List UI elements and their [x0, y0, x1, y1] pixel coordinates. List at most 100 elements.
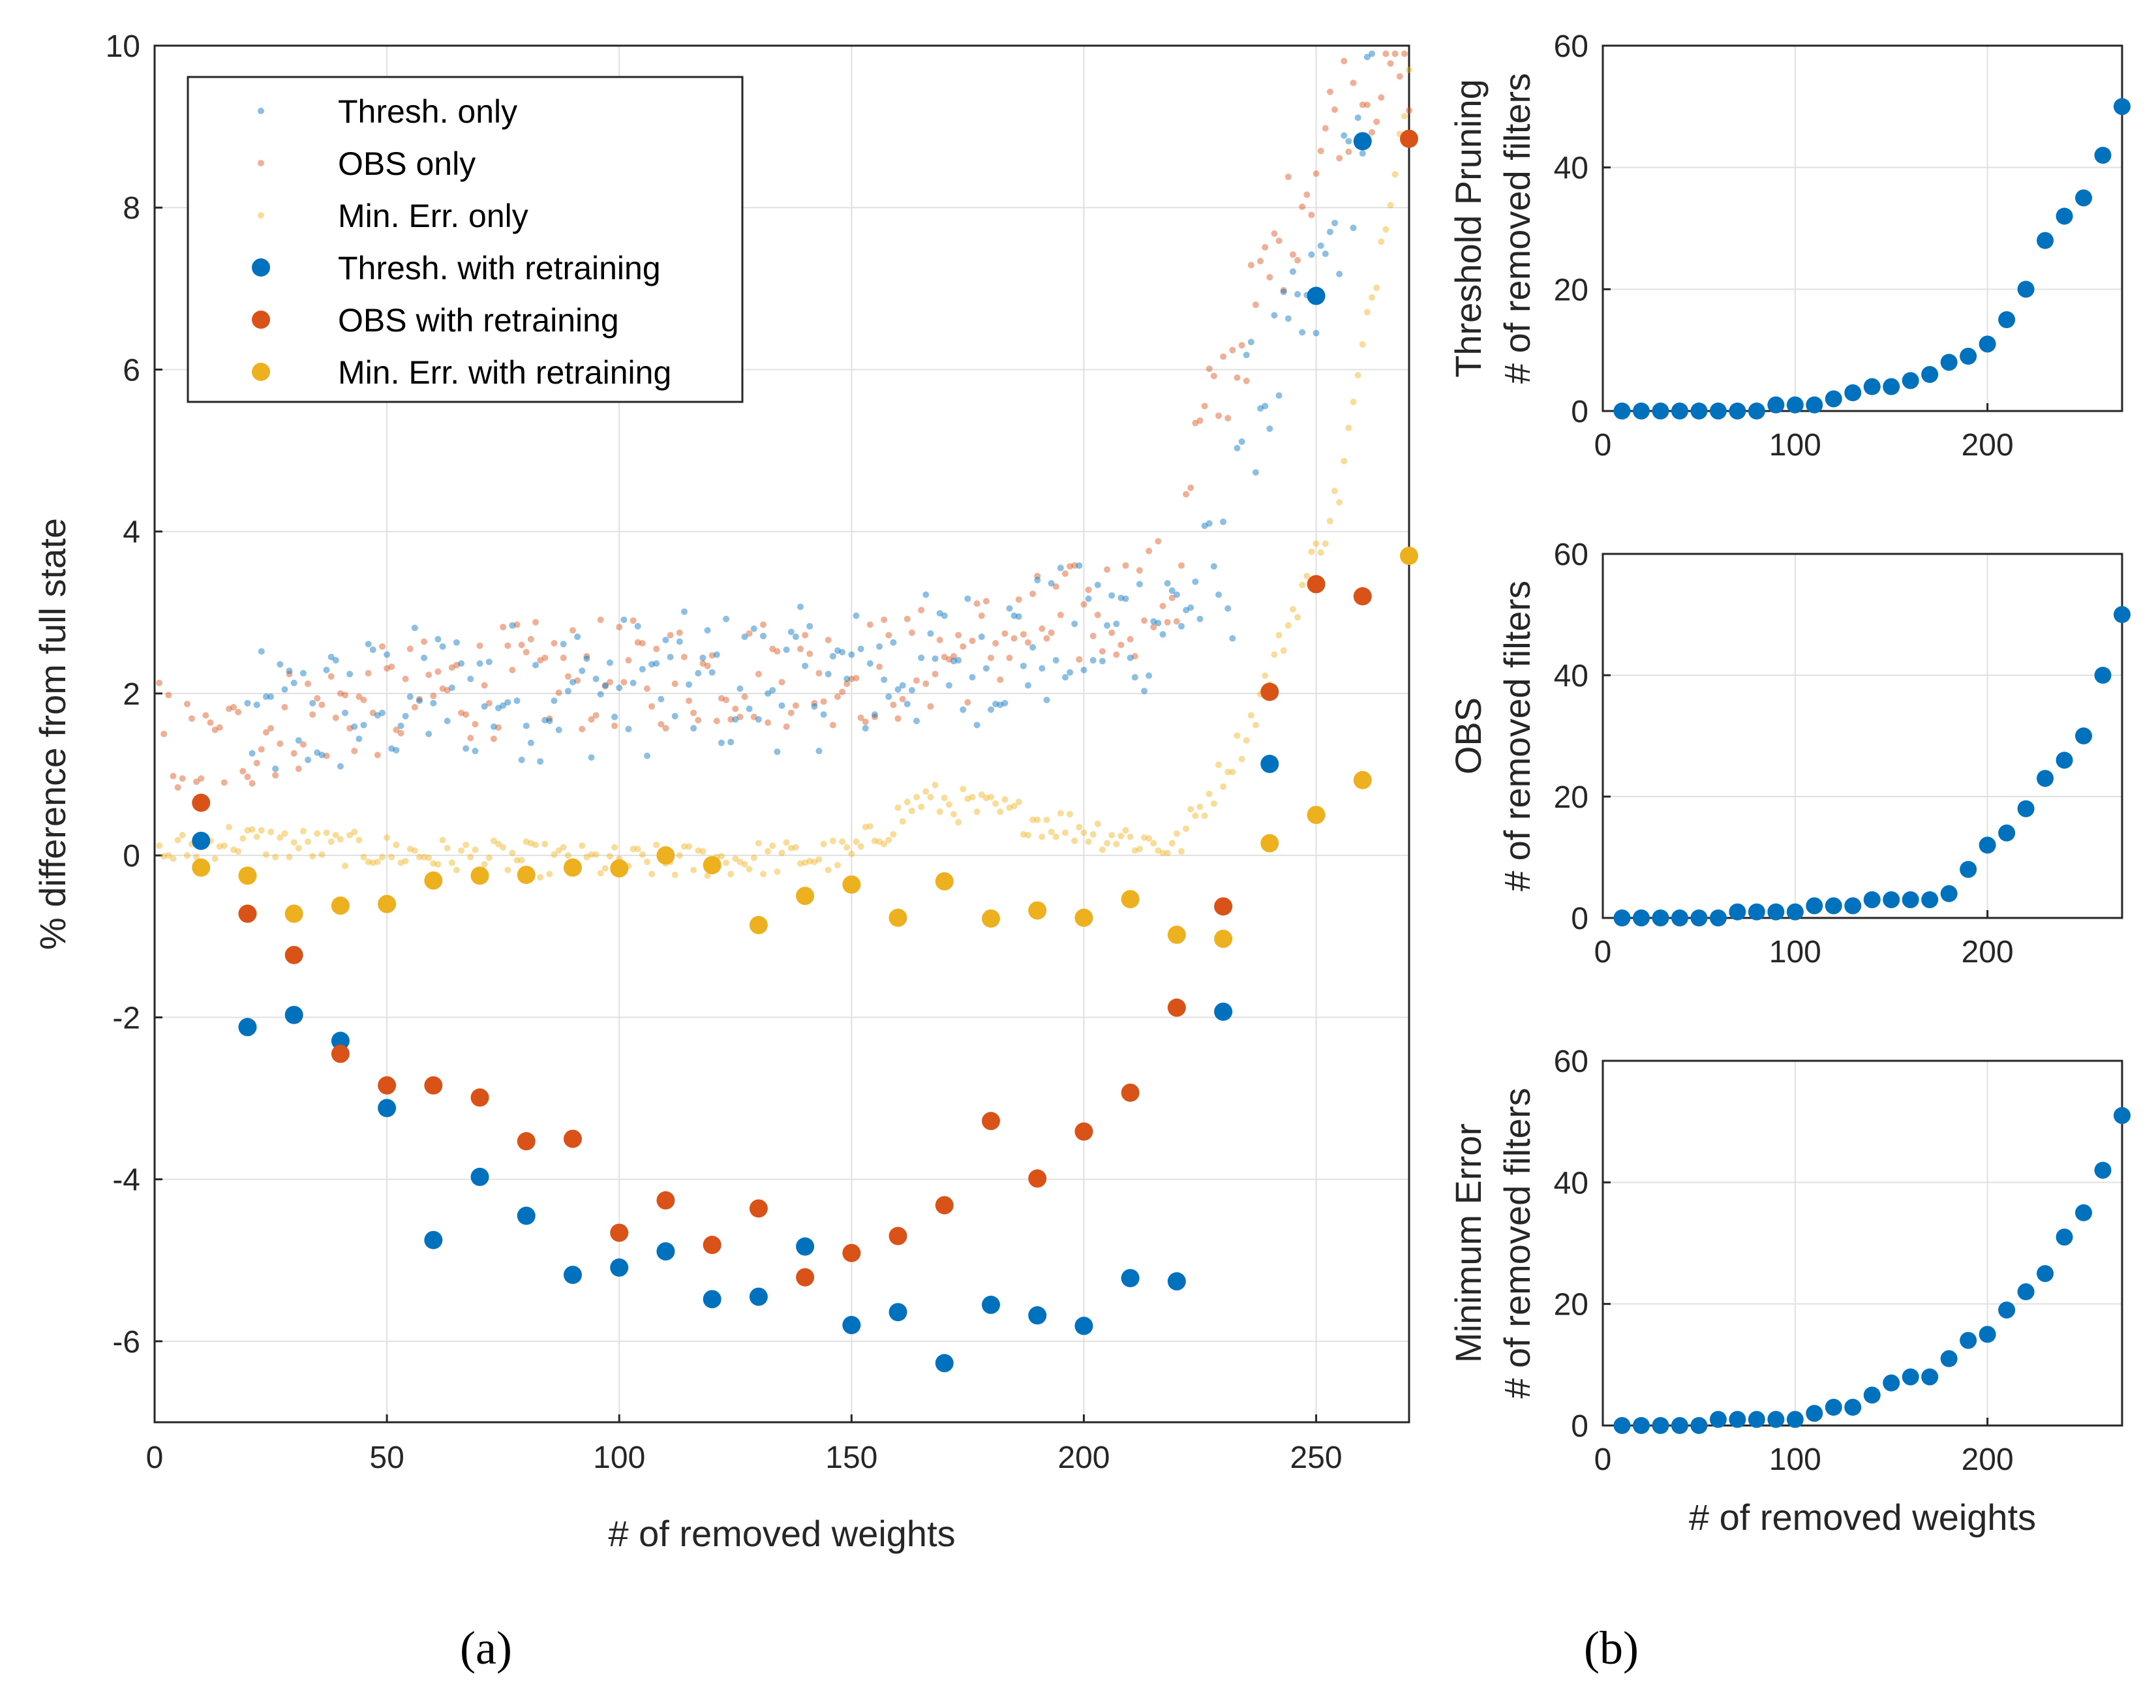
- point-faded-0: [402, 712, 409, 720]
- point-faded-2: [1201, 812, 1208, 819]
- point-retraining-4: [331, 1045, 350, 1063]
- point-faded-0: [1010, 612, 1018, 619]
- point-faded-1: [411, 704, 418, 711]
- point-faded-1: [903, 615, 911, 622]
- y-tick-label: -6: [112, 1325, 140, 1360]
- point-faded-0: [862, 725, 869, 732]
- point-faded-0: [332, 657, 339, 664]
- x-tick-label: 0: [1594, 428, 1612, 463]
- point-faded-2: [560, 844, 567, 851]
- point-faded-1: [894, 715, 902, 722]
- point-faded-1: [1173, 618, 1180, 625]
- point-faded-1: [1252, 301, 1259, 309]
- point-faded-1: [583, 652, 590, 660]
- axes-frame: [1602, 1060, 2123, 1427]
- point-faded-0: [913, 718, 920, 725]
- point-faded-2: [1363, 309, 1371, 316]
- point-faded-2: [699, 847, 706, 855]
- point-retraining-5: [796, 887, 815, 906]
- point-filters: [1748, 903, 1765, 921]
- point-faded-2: [1089, 831, 1097, 838]
- x-tick-label: 0: [1594, 1442, 1612, 1477]
- point-faded-1: [653, 645, 660, 652]
- point-faded-0: [1257, 405, 1264, 412]
- point-faded-0: [765, 690, 772, 697]
- point-faded-1: [890, 701, 897, 709]
- point-faded-2: [1024, 832, 1031, 839]
- point-faded-2: [1350, 399, 1357, 406]
- point-faded-2: [421, 853, 428, 861]
- point-faded-2: [1326, 517, 1333, 525]
- point-filters: [2094, 667, 2112, 684]
- point-faded-0: [1220, 518, 1227, 525]
- point-faded-1: [290, 750, 297, 757]
- point-filters: [1883, 1374, 1900, 1392]
- point-faded-2: [374, 859, 381, 866]
- point-faded-1: [671, 680, 678, 688]
- point-filters: [1883, 891, 1900, 909]
- point-faded-2: [671, 871, 678, 878]
- point-faded-1: [170, 772, 177, 780]
- point-faded-2: [305, 838, 312, 846]
- point-filters: [1863, 1386, 1881, 1404]
- point-retraining-4: [470, 1088, 489, 1107]
- point-faded-2: [885, 836, 892, 844]
- point-faded-0: [1136, 581, 1143, 588]
- point-faded-2: [249, 826, 256, 833]
- point-faded-0: [481, 703, 488, 710]
- point-faded-0: [272, 765, 279, 772]
- point-faded-2: [527, 840, 534, 847]
- point-retraining-5: [1214, 930, 1233, 949]
- point-faded-2: [272, 853, 279, 861]
- point-filters: [1825, 1399, 1842, 1416]
- point-retraining-4: [1167, 998, 1186, 1017]
- point-faded-2: [337, 836, 344, 843]
- point-faded-2: [425, 854, 433, 861]
- point-faded-1: [286, 671, 293, 678]
- legend-label-0: Thresh. only: [338, 93, 517, 130]
- point-faded-1: [834, 693, 841, 700]
- point-faded-1: [1076, 656, 1083, 663]
- point-faded-1: [871, 713, 878, 720]
- point-faded-2: [1210, 800, 1217, 807]
- point-faded-0: [476, 660, 483, 667]
- point-filters: [1806, 897, 1823, 915]
- point-faded-0: [918, 654, 925, 662]
- y-tick-label: 40: [1554, 151, 1588, 186]
- point-faded-0: [723, 615, 730, 622]
- point-retraining-4: [703, 1236, 721, 1255]
- point-faded-2: [1336, 499, 1343, 506]
- point-retraining-4: [935, 1196, 954, 1215]
- point-faded-2: [918, 803, 925, 810]
- point-faded-2: [1006, 804, 1013, 811]
- point-faded-0: [1215, 591, 1222, 598]
- point-retraining-3: [1028, 1306, 1047, 1325]
- point-retraining-4: [888, 1227, 907, 1245]
- y-axis-label-line2: # of removed filters: [1496, 581, 1538, 891]
- point-faded-0: [1359, 150, 1366, 157]
- point-faded-0: [1067, 669, 1074, 676]
- point-faded-0: [769, 686, 776, 694]
- x-tick-label: 100: [1769, 1442, 1821, 1477]
- point-faded-2: [551, 851, 558, 858]
- point-faded-2: [309, 853, 316, 860]
- point-faded-0: [1113, 620, 1120, 628]
- point-faded-0: [434, 635, 442, 643]
- point-faded-2: [1080, 829, 1087, 836]
- point-retraining-3: [796, 1237, 815, 1256]
- x-tick-label: 200: [1962, 1442, 2014, 1477]
- point-faded-0: [500, 702, 507, 709]
- point-faded-2: [1071, 837, 1078, 844]
- point-faded-0: [262, 693, 269, 700]
- point-faded-2: [258, 827, 265, 834]
- point-faded-2: [736, 859, 744, 866]
- point-faded-2: [1001, 796, 1009, 803]
- point-faded-0: [1187, 604, 1194, 611]
- point-faded-2: [653, 842, 660, 849]
- point-faded-1: [913, 677, 920, 684]
- point-faded-2: [955, 819, 962, 826]
- point-faded-1: [267, 725, 275, 732]
- point-filters: [1690, 909, 1708, 926]
- plot-a: 0 50 100 150 200 250 -6 -4 -2 0 2 4 6 8 10 # of removed…: [32, 29, 1418, 1554]
- point-faded-2: [792, 844, 799, 851]
